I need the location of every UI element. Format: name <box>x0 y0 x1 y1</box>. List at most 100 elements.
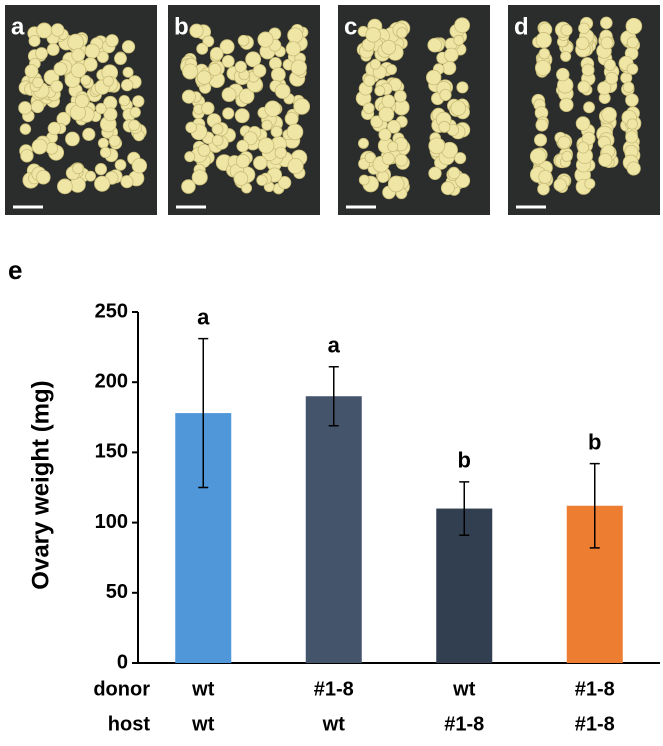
egg <box>584 178 596 190</box>
egg <box>444 47 459 63</box>
egg <box>439 88 452 102</box>
egg <box>581 131 596 146</box>
y-tick-label: 100 <box>95 511 128 533</box>
egg <box>378 128 392 142</box>
egg <box>440 181 455 196</box>
egg <box>120 175 134 189</box>
egg <box>622 81 635 93</box>
egg <box>625 130 639 144</box>
egg <box>233 171 249 186</box>
egg <box>236 139 249 153</box>
egg <box>370 115 384 129</box>
egg <box>253 155 268 171</box>
egg <box>20 149 34 163</box>
egg <box>455 173 471 189</box>
egg <box>256 174 268 186</box>
egg <box>209 46 224 61</box>
egg <box>103 107 118 122</box>
egg <box>208 62 222 76</box>
egg <box>453 34 465 46</box>
panel-label: c <box>344 13 357 40</box>
egg <box>57 178 73 195</box>
egg <box>131 158 148 174</box>
significance-letter: b <box>458 448 471 473</box>
egg <box>85 170 97 182</box>
egg <box>605 71 619 85</box>
egg <box>533 133 548 147</box>
egg <box>626 118 639 130</box>
egg <box>264 100 281 117</box>
bar <box>305 396 362 663</box>
egg <box>32 76 44 89</box>
egg <box>211 134 224 147</box>
egg <box>197 143 211 157</box>
egg <box>235 154 251 169</box>
egg <box>181 179 196 194</box>
egg <box>99 146 112 159</box>
x-tick-label: #1-8 <box>314 678 354 700</box>
egg <box>201 101 215 115</box>
egg <box>381 39 397 55</box>
x-tick-label: #1-8 <box>444 713 484 735</box>
egg <box>538 169 553 184</box>
x-tick-label: #1-8 <box>575 678 615 700</box>
egg <box>96 50 109 63</box>
egg <box>535 32 552 49</box>
egg <box>67 33 84 51</box>
egg <box>31 138 48 155</box>
egg <box>396 27 408 39</box>
egg <box>529 148 547 165</box>
egg <box>270 125 283 138</box>
error-bar <box>328 366 339 427</box>
egg <box>625 93 639 107</box>
x-tick-label: #1-8 <box>575 713 615 735</box>
egg <box>597 81 612 96</box>
egg <box>258 137 275 154</box>
panel-label: b <box>174 13 189 40</box>
egg <box>252 63 267 78</box>
egg <box>257 31 274 48</box>
egg <box>358 137 369 149</box>
egg <box>581 63 595 77</box>
egg <box>287 27 304 44</box>
egg <box>129 106 141 118</box>
egg <box>45 142 59 155</box>
egg <box>114 52 127 65</box>
egg <box>553 178 567 192</box>
egg <box>270 67 286 83</box>
egg <box>365 27 381 43</box>
egg <box>600 36 614 50</box>
egg <box>47 121 62 136</box>
egg <box>114 159 127 171</box>
egg <box>102 75 114 87</box>
egg <box>438 120 451 133</box>
egg <box>128 119 140 132</box>
egg <box>221 54 235 68</box>
egg <box>286 123 304 141</box>
egg <box>95 102 107 115</box>
egg <box>36 22 53 39</box>
egg <box>535 118 549 132</box>
egg <box>364 151 376 164</box>
egg <box>601 106 617 123</box>
egg <box>447 166 461 180</box>
egg <box>121 78 134 92</box>
egg <box>575 36 590 50</box>
egg <box>560 24 573 37</box>
egg <box>82 127 96 141</box>
x-row-label: donor <box>93 678 150 700</box>
y-tick-label: 150 <box>95 441 128 463</box>
y-tick-label: 250 <box>95 300 128 322</box>
egg <box>287 157 304 175</box>
egg <box>234 60 247 73</box>
egg <box>363 74 376 87</box>
error-bar <box>198 337 209 489</box>
x-tick-label: wt <box>191 713 215 735</box>
egg <box>578 22 590 35</box>
panel-label: e <box>8 255 22 285</box>
egg <box>36 169 51 185</box>
egg <box>290 59 307 76</box>
x-tick-label: wt <box>452 678 476 700</box>
egg <box>28 34 41 47</box>
egg <box>234 108 250 124</box>
